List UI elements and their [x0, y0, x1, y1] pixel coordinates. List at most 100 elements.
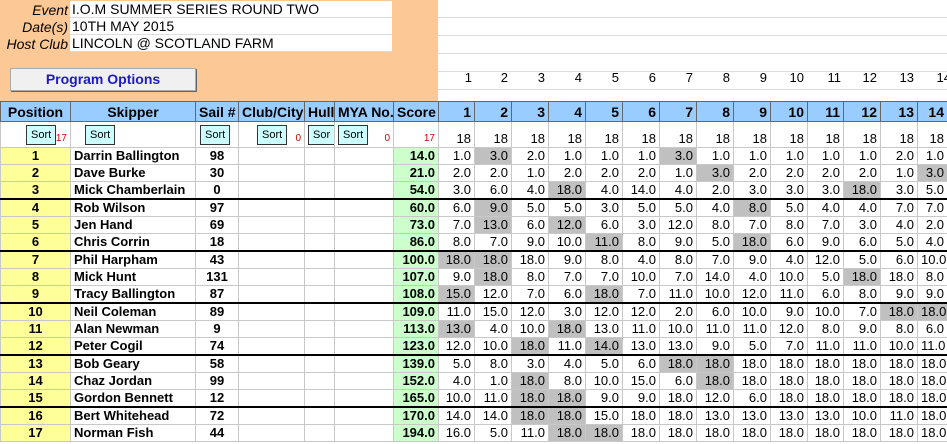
race-result-cell[interactable]: 18.0 — [548, 406, 586, 425]
hull-cell[interactable] — [304, 233, 335, 252]
race-result-cell[interactable]: 10.0 — [548, 233, 586, 252]
hull-cell[interactable] — [304, 285, 335, 304]
sail-cell[interactable]: 18 — [195, 233, 239, 252]
race-result-cell[interactable]: 18.0 — [511, 337, 549, 356]
race-result-cell[interactable]: 11.0 — [880, 406, 918, 425]
race-result-cell[interactable]: 18.0 — [770, 424, 808, 442]
race-result-cell[interactable]: 18.0 — [807, 389, 844, 408]
mya-cell[interactable] — [334, 285, 394, 304]
race-result-cell[interactable]: 18.0 — [511, 250, 549, 269]
position-cell[interactable]: 1 — [0, 147, 71, 165]
race-result-cell[interactable]: 6.0 — [622, 354, 660, 373]
race-result-cell[interactable]: 13.0 — [770, 406, 808, 425]
race-result-cell[interactable]: 6.0 — [511, 216, 549, 234]
race-result-cell[interactable]: 4.0 — [474, 320, 512, 338]
score-cell[interactable]: 113.0 — [393, 320, 439, 338]
sail-cell[interactable]: 98 — [195, 147, 239, 165]
race-result-cell[interactable]: 2.0 — [733, 164, 771, 182]
hull-cell[interactable] — [304, 147, 335, 165]
hull-cell[interactable] — [304, 354, 335, 373]
club-cell[interactable] — [238, 164, 305, 182]
race-result-cell[interactable]: 2.0 — [511, 147, 549, 165]
race-result-cell[interactable]: 18.0 — [548, 181, 586, 200]
position-cell[interactable]: 12 — [0, 337, 71, 356]
race-result-cell[interactable]: 10.0 — [917, 250, 947, 269]
race-result-cell[interactable]: 18.0 — [880, 354, 918, 373]
club-cell[interactable] — [238, 337, 305, 356]
mya-cell[interactable] — [334, 147, 394, 165]
race-result-cell[interactable]: 8.0 — [770, 216, 808, 234]
club-cell[interactable] — [238, 268, 305, 286]
race-result-cell[interactable]: 14.0 — [474, 406, 512, 425]
position-cell[interactable]: 4 — [0, 198, 71, 217]
race-result-cell[interactable]: 3.0 — [585, 198, 623, 217]
race-result-cell[interactable]: 18.0 — [659, 406, 697, 425]
race-result-cell[interactable]: 8.0 — [917, 268, 947, 286]
race-result-cell[interactable]: 6.0 — [696, 302, 734, 321]
race-result-cell[interactable]: 3.0 — [548, 302, 586, 321]
race-result-cell[interactable]: 18.0 — [807, 424, 844, 442]
race-result-cell[interactable]: 6.0 — [548, 285, 586, 304]
race-result-cell[interactable]: 18.0 — [917, 302, 947, 321]
program-options-button[interactable]: Program Options — [10, 68, 196, 91]
race-result-cell[interactable]: 13.0 — [659, 337, 697, 356]
race-result-cell[interactable]: 4.0 — [622, 250, 660, 269]
race-result-cell[interactable]: 18.0 — [880, 389, 918, 408]
club-cell[interactable] — [238, 216, 305, 234]
mya-cell[interactable] — [334, 406, 394, 425]
race-result-cell[interactable]: 1.0 — [770, 147, 808, 165]
race-result-cell[interactable]: 10.0 — [474, 337, 512, 356]
race-result-cell[interactable]: 9.0 — [474, 198, 512, 217]
sail-cell[interactable]: 9 — [195, 320, 239, 338]
race-result-cell[interactable]: 11.0 — [843, 337, 881, 356]
hull-cell[interactable] — [304, 372, 335, 390]
sail-cell[interactable]: 0 — [195, 181, 239, 200]
position-cell[interactable]: 7 — [0, 250, 71, 269]
race-result-cell[interactable]: 9.0 — [770, 302, 808, 321]
club-cell[interactable] — [238, 372, 305, 390]
race-result-cell[interactable]: 3.0 — [438, 181, 475, 200]
race-result-cell[interactable]: 8.0 — [548, 372, 586, 390]
sail-cell[interactable]: 131 — [195, 268, 239, 286]
race-result-cell[interactable]: 18.0 — [511, 372, 549, 390]
race-result-cell[interactable]: 8.0 — [659, 250, 697, 269]
score-cell[interactable]: 108.0 — [393, 285, 439, 304]
race-result-cell[interactable]: 18.0 — [474, 250, 512, 269]
race-result-cell[interactable]: 10.0 — [659, 320, 697, 338]
race-result-cell[interactable]: 9.0 — [807, 233, 844, 252]
race-result-cell[interactable]: 3.0 — [474, 147, 512, 165]
race-result-cell[interactable]: 5.0 — [585, 354, 623, 373]
score-cell[interactable]: 60.0 — [393, 198, 439, 217]
race-result-cell[interactable]: 4.0 — [438, 372, 475, 390]
hull-cell[interactable] — [304, 250, 335, 269]
race-result-cell[interactable]: 3.0 — [511, 354, 549, 373]
race-result-cell[interactable]: 18.0 — [880, 268, 918, 286]
race-result-cell[interactable]: 13.0 — [696, 406, 734, 425]
sail-cell[interactable]: 87 — [195, 285, 239, 304]
race-result-cell[interactable]: 9.0 — [880, 285, 918, 304]
race-result-cell[interactable]: 12.0 — [585, 302, 623, 321]
event-field[interactable]: I.O.M SUMMER SERIES ROUND TWO — [70, 1, 392, 18]
race-result-cell[interactable]: 12.0 — [696, 389, 734, 408]
race-result-cell[interactable]: 5.0 — [696, 233, 734, 252]
skipper-cell[interactable]: Darrin Ballington — [70, 147, 196, 165]
race-result-cell[interactable]: 4.0 — [733, 268, 771, 286]
score-cell[interactable]: 86.0 — [393, 233, 439, 252]
race-result-cell[interactable]: 4.0 — [548, 354, 586, 373]
date-field[interactable]: 10TH MAY 2015 — [70, 18, 392, 35]
race-result-cell[interactable]: 3.0 — [622, 216, 660, 234]
race-result-cell[interactable]: 6.0 — [733, 389, 771, 408]
mya-cell[interactable] — [334, 320, 394, 338]
race-result-cell[interactable]: 18.0 — [585, 285, 623, 304]
hull-cell[interactable] — [304, 337, 335, 356]
hull-cell[interactable] — [304, 320, 335, 338]
race-result-cell[interactable]: 5.0 — [917, 181, 947, 200]
race-result-cell[interactable]: 18.0 — [733, 372, 771, 390]
race-result-cell[interactable]: 4.0 — [807, 198, 844, 217]
race-result-cell[interactable]: 14.0 — [622, 181, 660, 200]
race-result-cell[interactable]: 18.0 — [917, 424, 947, 442]
race-result-cell[interactable]: 3.0 — [843, 216, 881, 234]
race-result-cell[interactable]: 1.0 — [733, 147, 771, 165]
race-result-cell[interactable]: 11.0 — [807, 337, 844, 356]
race-result-cell[interactable]: 2.0 — [770, 164, 808, 182]
